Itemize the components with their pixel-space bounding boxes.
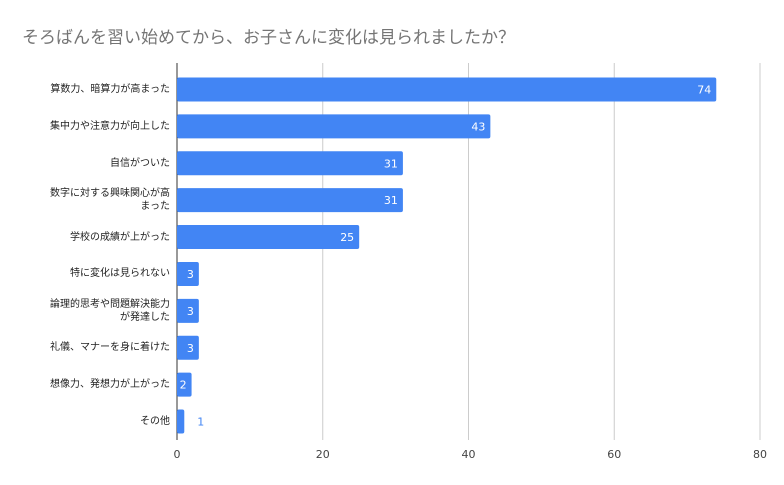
category-label-line: 礼儀、マナーを身に着けた (50, 342, 170, 354)
x-tick-label: 60 (607, 448, 621, 461)
bar (177, 298, 199, 323)
category-label-line: 想像力、発想力が上がった (50, 379, 170, 391)
bar (177, 188, 403, 213)
bar (177, 225, 360, 250)
category-label: 想像力、発想力が上がった (10, 378, 170, 391)
category-label-line: 自信がついた (110, 157, 170, 169)
category-label-line: まった (140, 201, 170, 213)
bar (177, 372, 192, 397)
bar (177, 77, 717, 102)
bar (177, 409, 185, 434)
bar (177, 151, 403, 176)
chart-title: そろばんを習い始めてから、お子さんに変化は見られましたか？ (22, 28, 515, 48)
category-label: 自信がついた (10, 157, 170, 170)
x-tick-label: 20 (316, 448, 330, 461)
bar-value-label: 74 (697, 83, 711, 96)
bar-value-label: 3 (187, 268, 194, 281)
category-label-line: 数字に対する興味関心が高 (50, 188, 170, 200)
bar-value-label: 2 (180, 379, 187, 392)
category-label: 論理的思考や問題解決能力 が発達した (10, 298, 170, 324)
bar-value-label: 1 (197, 416, 204, 429)
category-label: 数字に対する興味関心が高 まった (10, 187, 170, 213)
category-label: 学校の成績が上がった (10, 231, 170, 244)
bar-value-label: 31 (384, 157, 398, 170)
category-label-line: 論理的思考や問題解決能力 (50, 298, 170, 310)
bar-value-label: 31 (384, 194, 398, 207)
bar (177, 114, 491, 139)
bar (177, 335, 199, 360)
bar-value-label: 3 (187, 342, 194, 355)
category-label-line: 集中力や注意力が向上した (50, 120, 170, 132)
category-label: その他 (10, 415, 170, 428)
category-label: 算数力、暗算力が高まった (10, 83, 170, 96)
category-label-line: が発達した (120, 311, 170, 323)
bar-value-label: 25 (340, 231, 354, 244)
category-label: 特に変化は見られない (10, 267, 170, 280)
category-label-line: その他 (140, 416, 170, 428)
bar (177, 261, 199, 286)
x-tick-label: 80 (753, 448, 767, 461)
category-label: 礼儀、マナーを身に着けた (10, 341, 170, 354)
bar-value-label: 3 (187, 305, 194, 318)
x-tick-label: 40 (462, 448, 476, 461)
bar-value-label: 43 (471, 120, 485, 133)
category-label-line: 学校の成績が上がった (70, 231, 170, 243)
x-tick-label: 0 (174, 448, 181, 461)
category-label-line: 算数力、暗算力が高まった (50, 83, 170, 95)
category-label-line: 特に変化は見られない (70, 268, 170, 280)
category-label: 集中力や注意力が向上した (10, 120, 170, 133)
